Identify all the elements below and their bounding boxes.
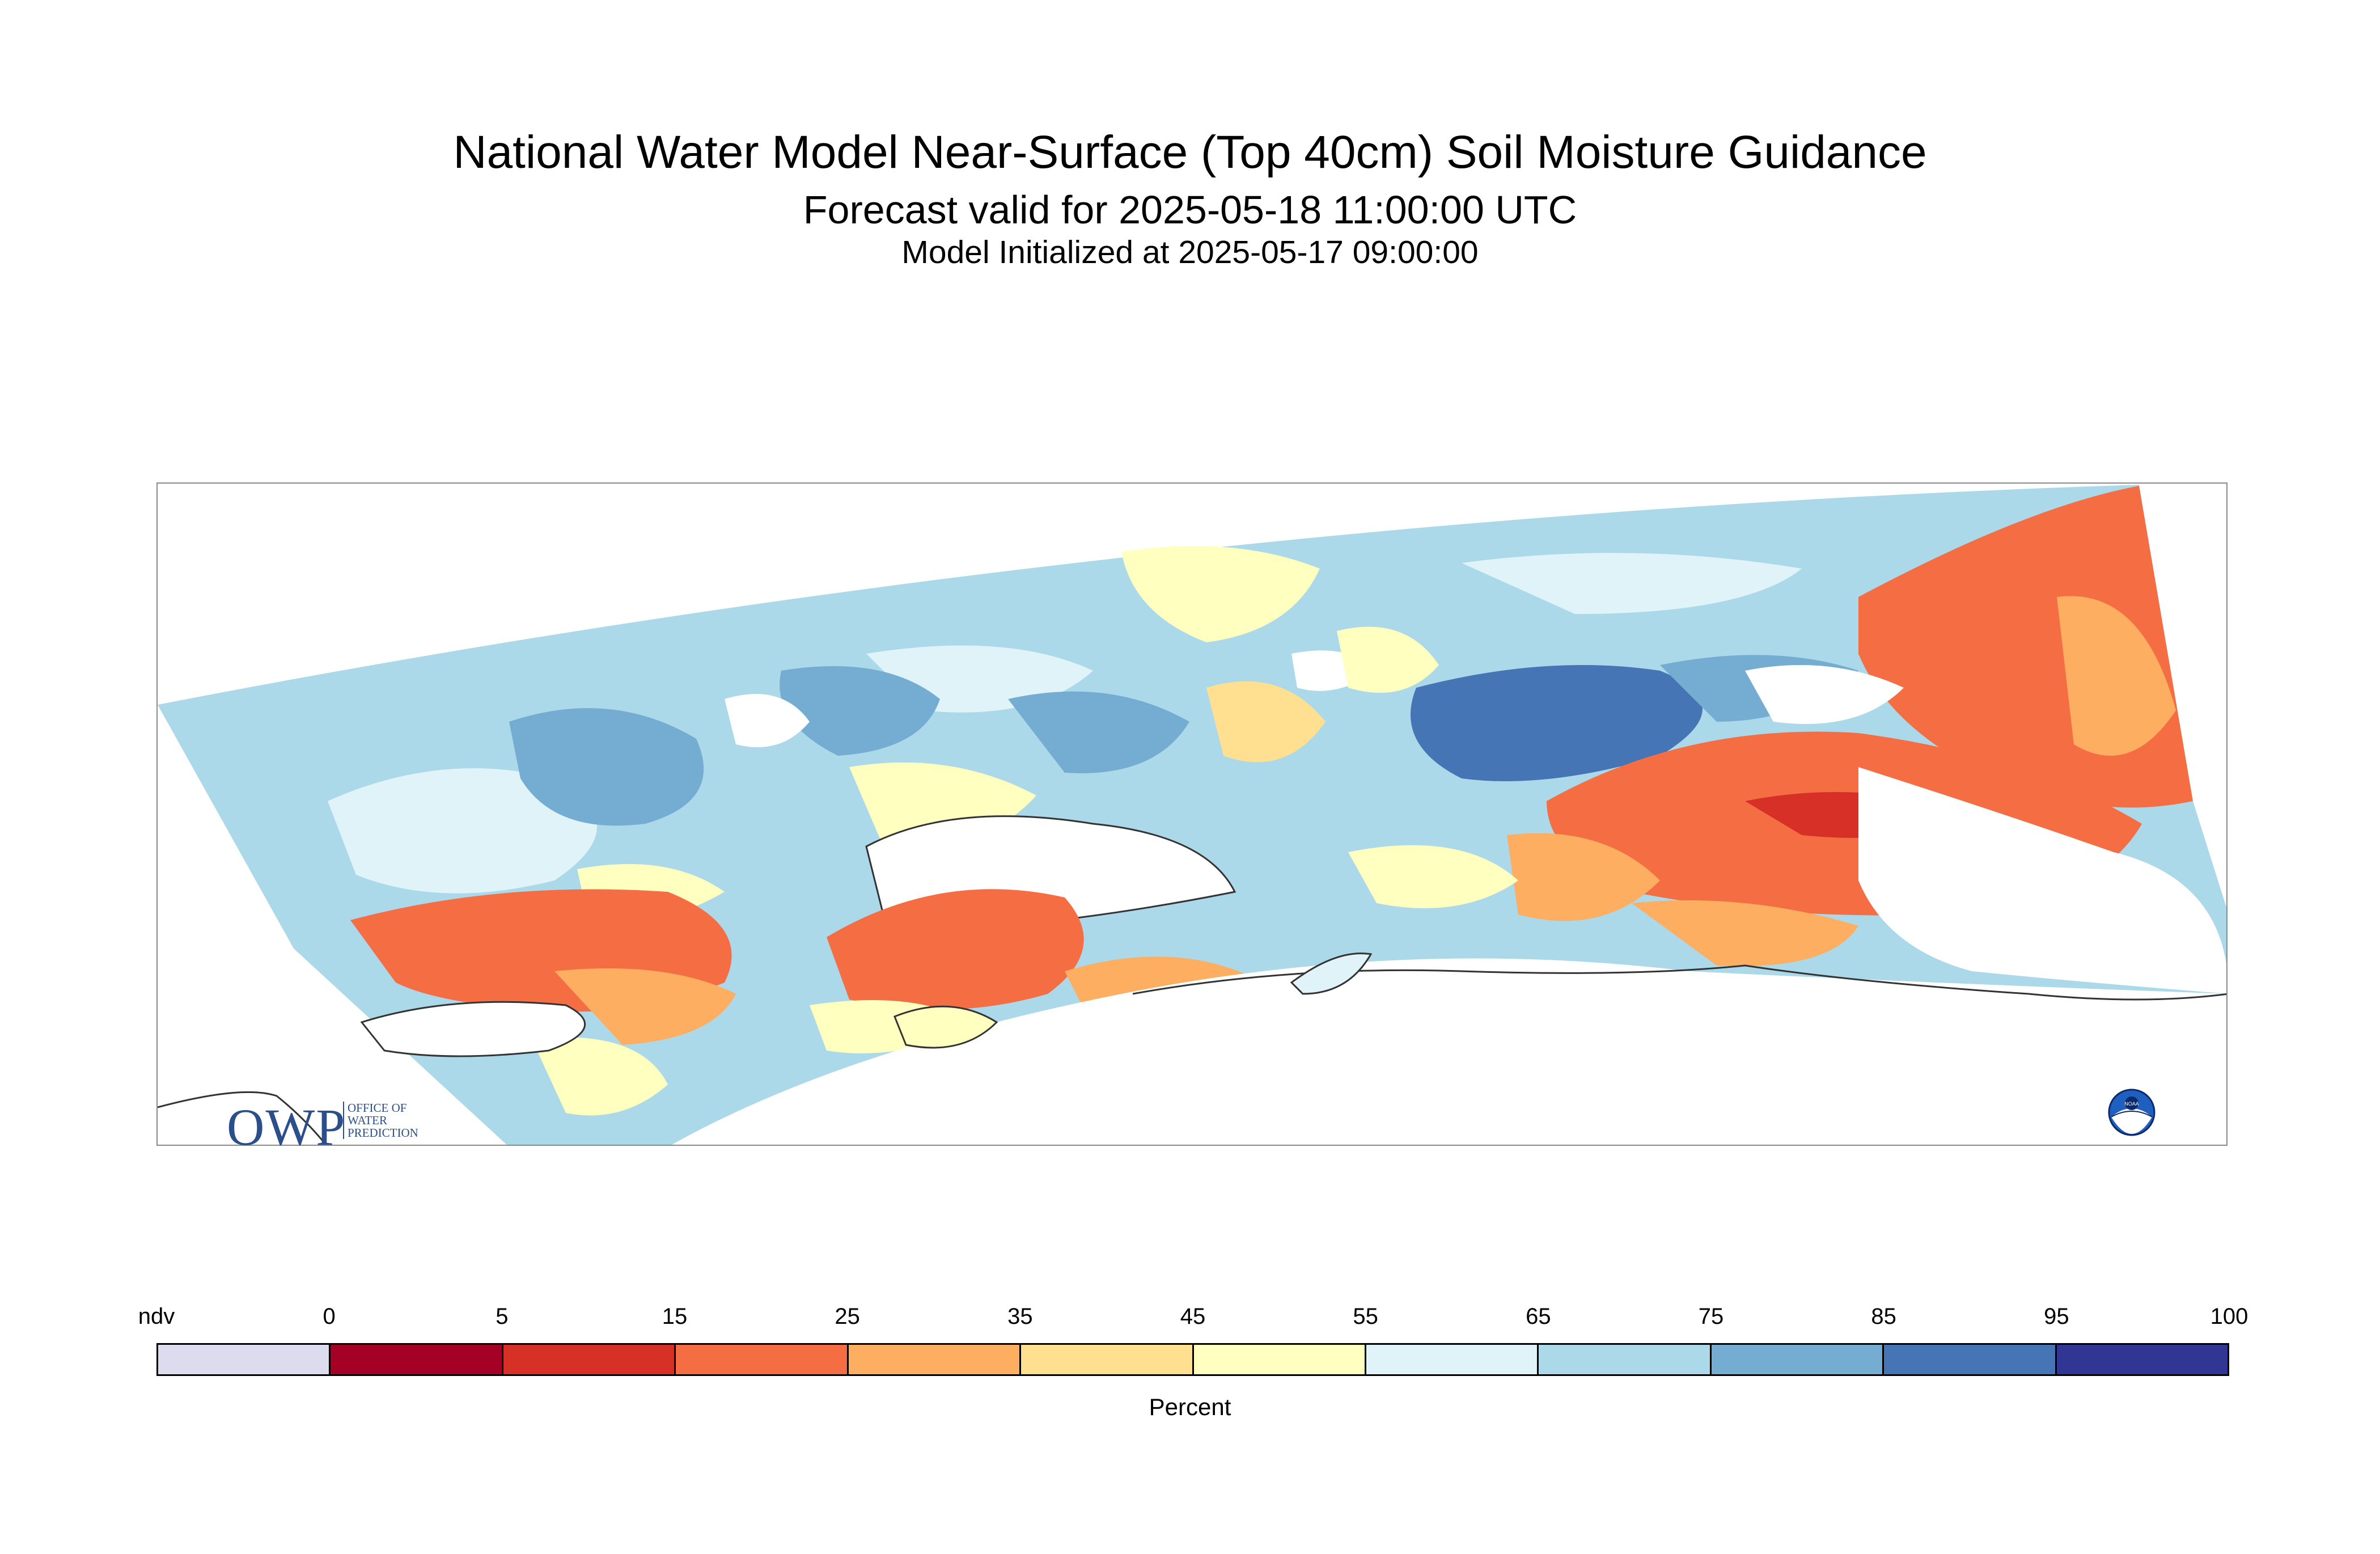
noaa-logo-icon: NOAA: [2108, 1089, 2155, 1136]
colorbar-tick-label: ndv: [138, 1304, 175, 1329]
colorbar-segment: [1193, 1345, 1366, 1374]
colorbar-segment: [2056, 1345, 2228, 1374]
colorbar-tick-label: 65: [1526, 1304, 1551, 1329]
colorbar-label: Percent: [1149, 1394, 1231, 1420]
colorbar-segment: [158, 1345, 331, 1374]
soil-moisture-map: [156, 482, 2227, 1146]
colorbar-segment: [1366, 1345, 1539, 1374]
colorbar-tick-label: 45: [1180, 1304, 1206, 1329]
owp-logo-abbr: OWP: [227, 1098, 346, 1156]
kodiak-island: [893, 1005, 998, 1049]
southwest-coastline: [158, 1091, 327, 1145]
colorbar-tick-label: 95: [2044, 1304, 2069, 1329]
colorbar-segment: [1539, 1345, 1712, 1374]
colorbar-tick-label: 75: [1698, 1304, 1724, 1329]
colorbar-segment: [331, 1345, 503, 1374]
colorbar-tick-label: 85: [1871, 1304, 1896, 1329]
forecast-valid-subtitle: Forecast valid for 2025-05-18 11:00:00 U…: [803, 188, 1577, 232]
colorbar: [156, 1343, 2229, 1376]
colorbar-tick-label: 55: [1353, 1304, 1378, 1329]
colorbar-segment: [1711, 1345, 1884, 1374]
owp-logo: OWP OFFICE OF WATER PREDICTION: [227, 1097, 418, 1157]
model-initialized-subtitle: Model Initialized at 2025-05-17 09:00:00: [901, 234, 1479, 270]
colorbar-segment: [503, 1345, 676, 1374]
colorbar-tick-label: 5: [496, 1304, 509, 1329]
owp-logo-text: OFFICE OF WATER PREDICTION: [343, 1102, 438, 1139]
colorbar-segment: [1021, 1345, 1194, 1374]
colorbar-tick-label: 100: [2210, 1304, 2248, 1329]
svg-text:NOAA: NOAA: [2124, 1101, 2139, 1107]
montague-island: [1290, 952, 1373, 995]
colorbar-segment: [848, 1345, 1022, 1374]
colorbar-tick-label: 0: [323, 1304, 336, 1329]
colorbar-segment: [1884, 1345, 2057, 1374]
map-title: National Water Model Near-Surface (Top 4…: [453, 126, 1927, 178]
colorbar-tick-label: 25: [835, 1304, 860, 1329]
colorbar-tick-label: 35: [1007, 1304, 1033, 1329]
colorbar-tick-label: 15: [662, 1304, 688, 1329]
colorbar-segment: [676, 1345, 849, 1374]
